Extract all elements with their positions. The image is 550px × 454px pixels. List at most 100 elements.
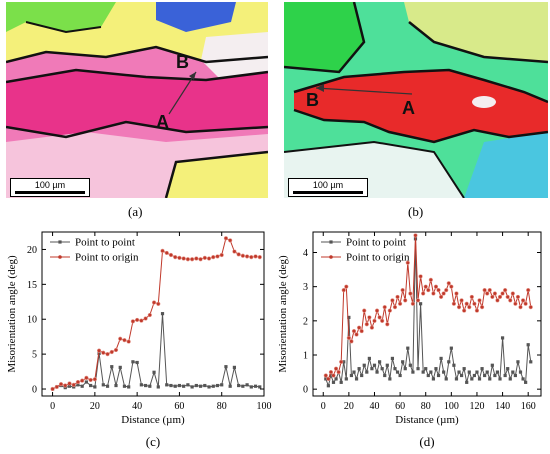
ebsd-map-b: A B 100 µm [284, 2, 548, 198]
data-point-point-to-point [334, 377, 338, 381]
data-point-point-to-point [114, 383, 118, 388]
map-a-scalebar: 100 µm [10, 178, 90, 197]
data-point-point-to-point [388, 377, 392, 381]
data-point-point-to-point [326, 384, 330, 388]
x-tick-label: 120 [469, 401, 484, 412]
panel-letter-a: (a) [128, 204, 143, 219]
data-point-point-to-point [186, 383, 190, 387]
data-point-point-to-point [513, 373, 517, 378]
data-point-point-to-origin [122, 338, 127, 343]
data-point-point-to-point [135, 360, 139, 365]
data-point-point-to-point [224, 365, 228, 369]
map-a-boundary-4 [164, 150, 268, 198]
x-tick-label: 0 [50, 401, 55, 412]
data-point-point-to-origin [526, 287, 531, 293]
chart-c: 0 20 40 60 80 100 0 5 10 15 20 Distance (µm) Misorie… [6, 231, 272, 449]
data-point-point-to-origin [398, 301, 403, 306]
series-line-point-to-point [52, 313, 260, 390]
map-a-scalebar-line [15, 191, 85, 194]
map-b-boundary-1 [293, 68, 548, 104]
data-point-point-to-point [127, 385, 131, 389]
x-tick-label: 160 [521, 401, 536, 412]
data-point-point-to-origin [357, 325, 362, 330]
map-b-grain-green [284, 2, 364, 72]
data-point-point-to-origin [459, 298, 464, 303]
data-point-point-to-origin [253, 254, 258, 259]
data-point-point-to-point [434, 367, 438, 371]
data-point-point-to-origin [495, 298, 500, 303]
data-point-point-to-point [93, 385, 97, 389]
y-tick-label: 15 [27, 280, 37, 291]
data-point-point-to-origin [520, 298, 526, 303]
data-point-point-to-point [442, 370, 446, 374]
x-tick-label: 40 [369, 401, 379, 412]
data-point-point-to-origin [523, 301, 528, 306]
x-tick-label: 100 [444, 401, 459, 412]
data-point-point-to-origin [135, 317, 140, 323]
data-point-point-to-origin [467, 305, 472, 310]
data-point-point-to-point [207, 385, 211, 389]
data-point-point-to-origin [387, 308, 392, 313]
data-point-point-to-point [436, 373, 441, 378]
x-tick-label: 20 [344, 401, 354, 412]
x-tick-label: 20 [90, 401, 100, 412]
data-point-point-to-origin [173, 255, 178, 260]
data-point-point-to-point [426, 373, 430, 378]
data-point-point-to-point [177, 383, 182, 388]
data-point-point-to-origin [380, 318, 385, 323]
data-point-point-to-origin [71, 382, 76, 387]
data-point-point-to-origin [147, 312, 152, 318]
data-point-point-to-point [401, 360, 405, 364]
map-a-arrow-line [168, 71, 197, 115]
x-tick-label: 0 [321, 401, 326, 412]
data-point-point-to-origin [109, 349, 114, 355]
data-point-point-to-point [421, 370, 425, 374]
data-point-point-to-origin [382, 305, 387, 310]
data-point-point-to-point [118, 365, 122, 369]
y-axis-label: Misorientation angle (deg) [277, 255, 289, 373]
data-point-point-to-origin [323, 373, 328, 378]
data-point-point-to-point [80, 384, 84, 388]
y-tick-label: 20 [27, 245, 37, 256]
data-point-point-to-point [349, 373, 354, 378]
data-point-point-to-origin [441, 291, 446, 296]
data-point-point-to-point [339, 380, 343, 384]
data-point-point-to-point [367, 356, 371, 361]
data-point-point-to-point [220, 383, 224, 387]
data-point-point-to-point [524, 380, 528, 384]
data-point-point-to-origin [244, 254, 250, 259]
data-point-point-to-origin [456, 305, 462, 310]
data-point-point-to-point [347, 315, 351, 320]
data-point-point-to-point [203, 383, 207, 388]
data-point-point-to-origin [513, 301, 518, 306]
data-point-point-to-origin [479, 305, 485, 310]
map-b-arrow-line [315, 87, 413, 95]
data-point-point-to-point [493, 373, 497, 378]
data-point-point-to-point [76, 383, 80, 387]
data-point-point-to-origin [449, 284, 454, 289]
data-point-point-to-origin [232, 249, 237, 254]
data-point-point-to-point [408, 363, 412, 367]
data-point-point-to-origin [143, 316, 148, 321]
data-point-point-to-origin [421, 291, 426, 296]
x-axis-label: Distance (µm) [121, 414, 185, 426]
data-point-point-to-point [472, 373, 476, 378]
data-point-point-to-origin [156, 301, 161, 306]
data-point-point-to-origin [510, 291, 515, 296]
map-a-band [6, 70, 268, 137]
map-b-point-b-label: B [306, 90, 319, 110]
map-b-grain-blue [464, 132, 548, 198]
data-point-point-to-point [329, 373, 333, 378]
data-point-point-to-origin [168, 252, 174, 258]
data-point-point-to-origin [362, 308, 367, 313]
panel-letter: (c) [146, 434, 160, 449]
data-point-point-to-point [526, 343, 530, 347]
map-b-boundary-4 [408, 21, 548, 64]
data-point-point-to-origin [346, 335, 351, 341]
y-axis-label: Misorientation angle (deg) [6, 255, 18, 373]
map-b-scalebar-line [293, 191, 363, 194]
data-point-point-to-origin [454, 291, 459, 296]
data-point-point-to-origin [464, 301, 469, 306]
map-b-inclusion [472, 96, 496, 108]
data-point-point-to-point [110, 365, 114, 369]
